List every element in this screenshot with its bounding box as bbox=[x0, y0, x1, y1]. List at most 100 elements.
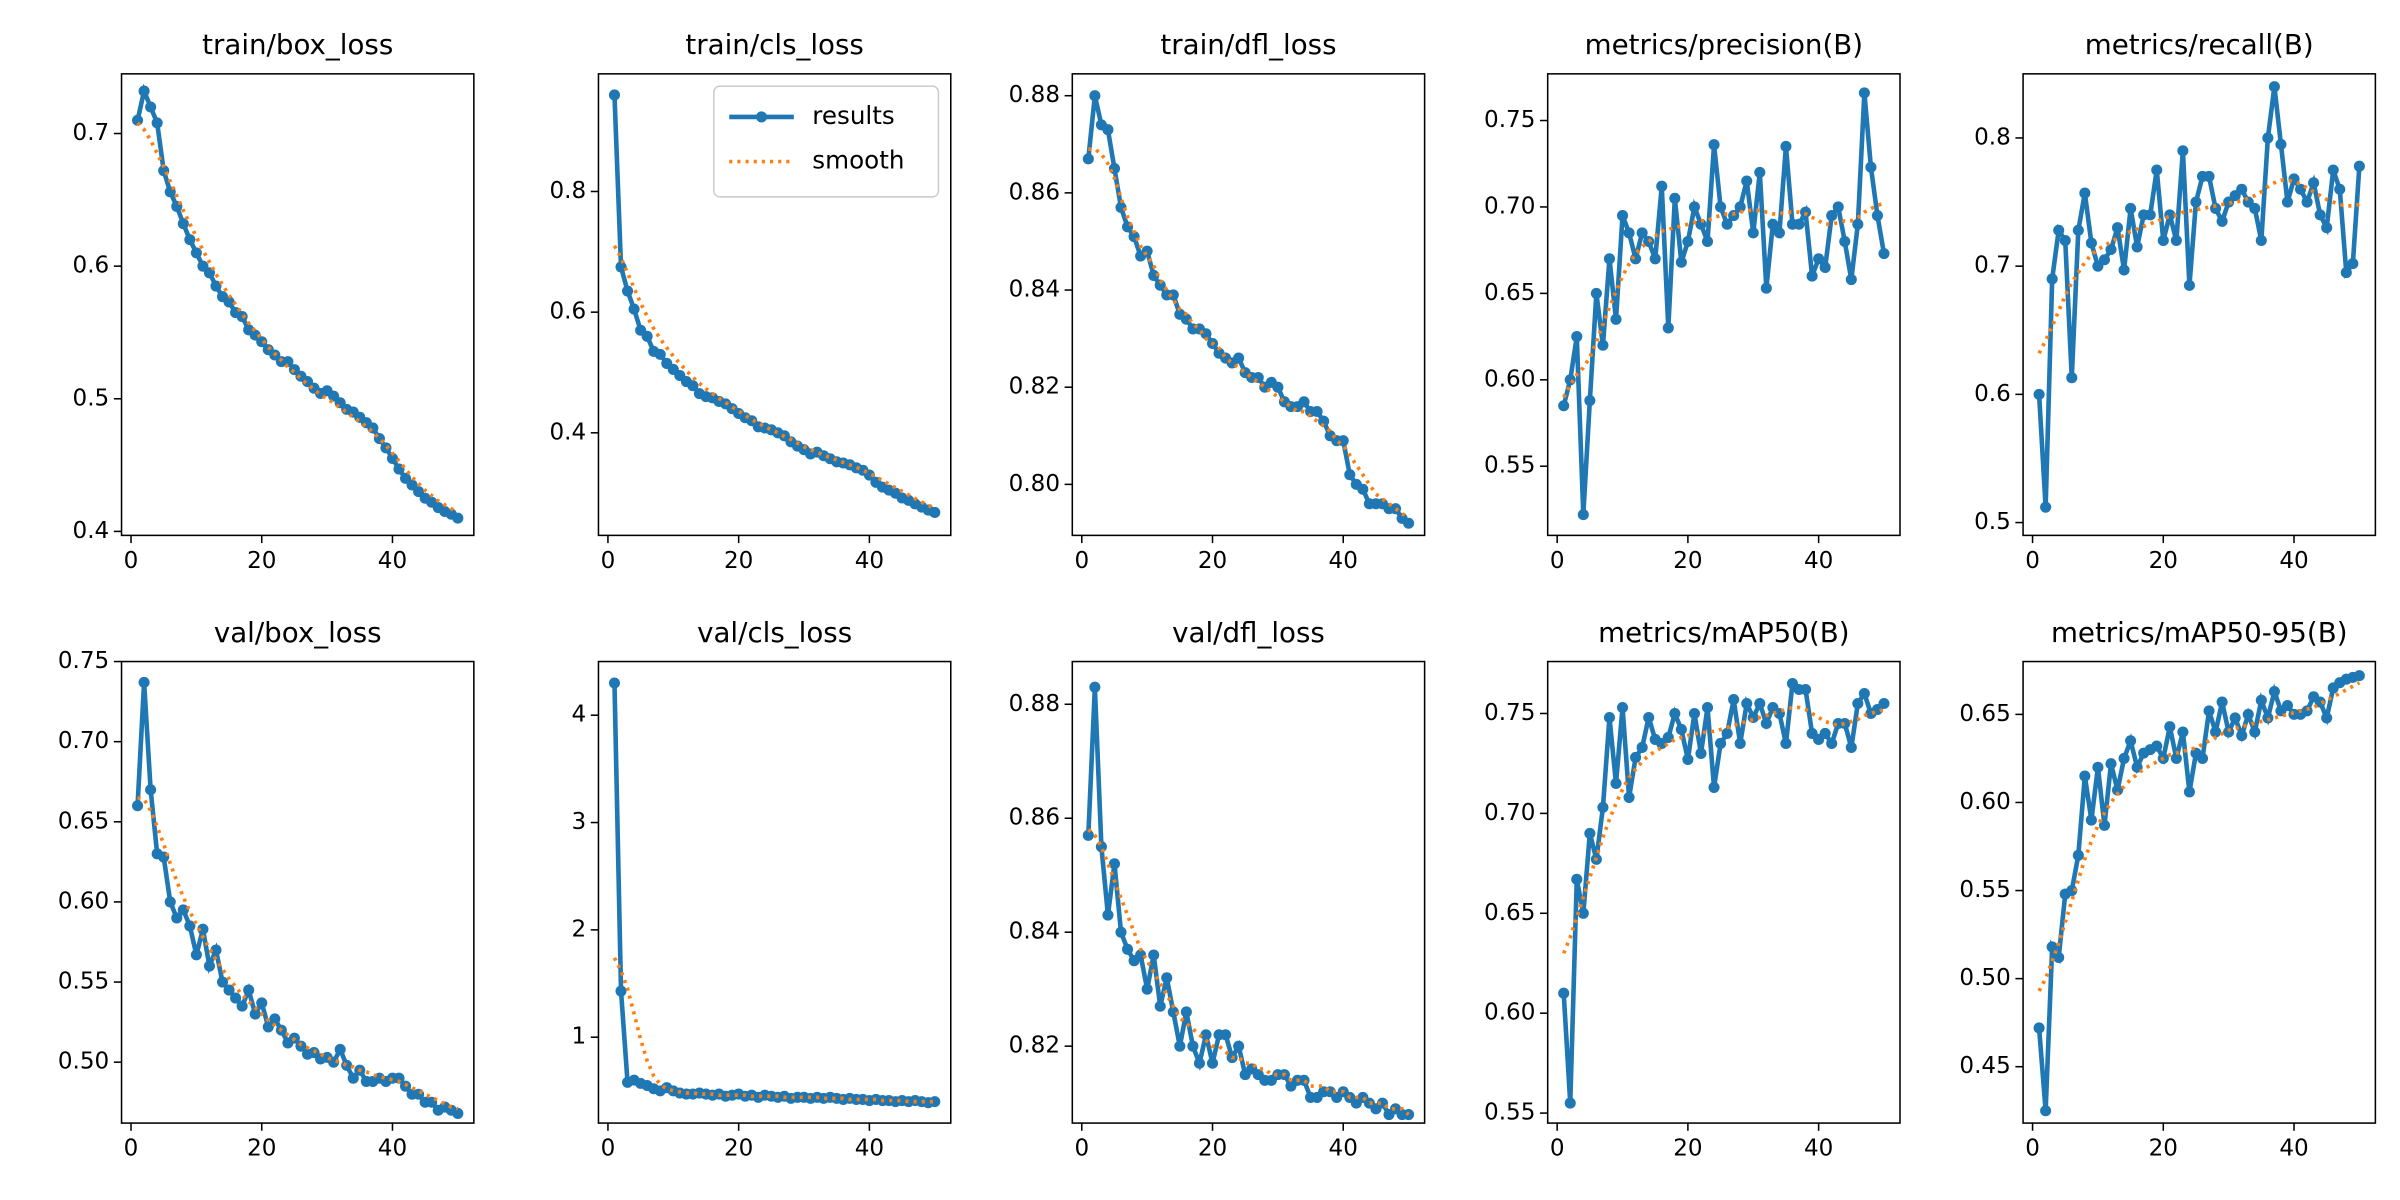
data-point bbox=[1148, 269, 1160, 282]
data-point bbox=[1708, 781, 1720, 793]
axes-frame bbox=[2022, 73, 2377, 537]
y-tick-label: 0.80 bbox=[1009, 471, 1060, 497]
data-point bbox=[1102, 124, 1114, 136]
data-point bbox=[1813, 253, 1825, 265]
data-point bbox=[1688, 201, 1700, 213]
subplot: val/box_loss 0 20 40 0.50 0.55 0.60 0.65 0.70 0.7… bbox=[58, 616, 475, 1162]
data-point bbox=[1852, 218, 1864, 230]
data-point bbox=[2249, 726, 2261, 738]
data-point bbox=[2281, 196, 2294, 208]
x-tick-label: 40 bbox=[2279, 548, 2308, 574]
data-point bbox=[1298, 1074, 1310, 1086]
data-point bbox=[145, 784, 157, 796]
x-tick-label: 0 bbox=[124, 548, 139, 574]
data-point bbox=[334, 1043, 346, 1055]
x-tick-label: 20 bbox=[724, 548, 753, 574]
data-point bbox=[1643, 235, 1655, 248]
y-tick-label: 0.55 bbox=[1484, 1100, 1535, 1126]
data-point bbox=[2268, 81, 2280, 93]
data-point bbox=[1311, 405, 1323, 418]
data-point bbox=[1858, 687, 1870, 700]
data-point bbox=[2066, 372, 2078, 384]
x-tick-label: 20 bbox=[2149, 548, 2178, 574]
data-point bbox=[2268, 685, 2280, 698]
data-point bbox=[2249, 202, 2261, 214]
data-point bbox=[262, 1021, 274, 1033]
data-point bbox=[1577, 509, 1589, 521]
data-point bbox=[1721, 218, 1733, 230]
y-tick-label: 2 bbox=[571, 916, 586, 942]
data-point bbox=[1233, 352, 1245, 364]
data-point bbox=[1845, 741, 1857, 753]
x-tick-label: 0 bbox=[1550, 548, 1565, 574]
data-point bbox=[2111, 222, 2124, 234]
data-point bbox=[2210, 726, 2222, 738]
subplot-title: metrics/mAP50-95(B) bbox=[2051, 616, 2348, 649]
y-tick-label: 0.75 bbox=[1484, 107, 1535, 133]
x-tick-label: 0 bbox=[1550, 1136, 1565, 1162]
y-tick-label: 0.86 bbox=[1009, 805, 1060, 831]
data-point bbox=[1141, 245, 1153, 257]
data-point bbox=[1357, 483, 1369, 495]
smooth-line bbox=[2037, 681, 2361, 992]
data-point bbox=[1754, 166, 1766, 178]
x-tick-label: 40 bbox=[855, 548, 884, 574]
y-tick-label: 0.82 bbox=[1009, 374, 1060, 400]
data-point bbox=[282, 356, 294, 368]
data-point bbox=[1734, 737, 1746, 749]
data-point bbox=[2308, 177, 2320, 189]
y-tick-label: 0.75 bbox=[58, 648, 109, 674]
data-point bbox=[654, 348, 666, 360]
data-point bbox=[1082, 153, 1094, 165]
y-tick-label: 0.60 bbox=[1484, 1000, 1535, 1026]
data-point bbox=[2072, 849, 2084, 861]
smooth-line bbox=[612, 956, 935, 1104]
data-point bbox=[1337, 435, 1349, 447]
data-point bbox=[1564, 374, 1576, 386]
data-point bbox=[1200, 1029, 1212, 1041]
x-tick-label: 40 bbox=[378, 548, 407, 574]
data-point bbox=[1669, 707, 1681, 720]
data-point bbox=[2098, 254, 2110, 266]
subplot-title: train/box_loss bbox=[202, 28, 393, 61]
data-point bbox=[1760, 282, 1772, 294]
axes-frame bbox=[120, 73, 475, 537]
legend-label: smooth bbox=[812, 146, 904, 175]
data-point bbox=[929, 1096, 941, 1108]
data-point bbox=[615, 261, 627, 273]
data-point bbox=[1577, 907, 1589, 919]
data-point bbox=[1675, 256, 1687, 268]
data-point bbox=[184, 920, 196, 932]
data-point bbox=[1878, 248, 1890, 260]
data-point bbox=[190, 247, 202, 259]
data-point bbox=[393, 1072, 405, 1084]
subplot-title: train/cls_loss bbox=[685, 28, 863, 61]
data-point bbox=[2223, 726, 2235, 738]
data-point bbox=[1187, 1040, 1199, 1052]
data-point bbox=[184, 234, 196, 246]
data-point bbox=[1610, 313, 1622, 325]
subplot: train/cls_loss 0 20 40 0.4 0.6 0.8 results smoot… bbox=[549, 28, 952, 574]
data-point bbox=[1571, 331, 1583, 343]
x-tick-label: 20 bbox=[1673, 1136, 1702, 1162]
data-point bbox=[1603, 711, 1615, 724]
y-tick-label: 0.88 bbox=[1009, 82, 1060, 108]
data-point bbox=[1603, 253, 1615, 265]
data-point bbox=[1167, 289, 1179, 301]
data-point bbox=[2353, 670, 2365, 682]
y-tick-label: 0.65 bbox=[1484, 280, 1535, 306]
axes-frame bbox=[597, 73, 952, 537]
data-point bbox=[622, 285, 634, 297]
data-point bbox=[151, 117, 163, 129]
data-point bbox=[2092, 761, 2104, 773]
y-tick-label: 0.5 bbox=[1974, 509, 2011, 535]
x-tick-label: 20 bbox=[1198, 1136, 1227, 1162]
data-point bbox=[2255, 234, 2267, 247]
data-point bbox=[1832, 201, 1844, 213]
data-point bbox=[1089, 681, 1101, 693]
data-point bbox=[145, 101, 157, 113]
subplot: val/cls_loss 0 20 40 1 2 3 4 bbox=[571, 616, 952, 1162]
data-point bbox=[249, 1008, 261, 1020]
x-tick-label: 0 bbox=[2025, 548, 2040, 574]
